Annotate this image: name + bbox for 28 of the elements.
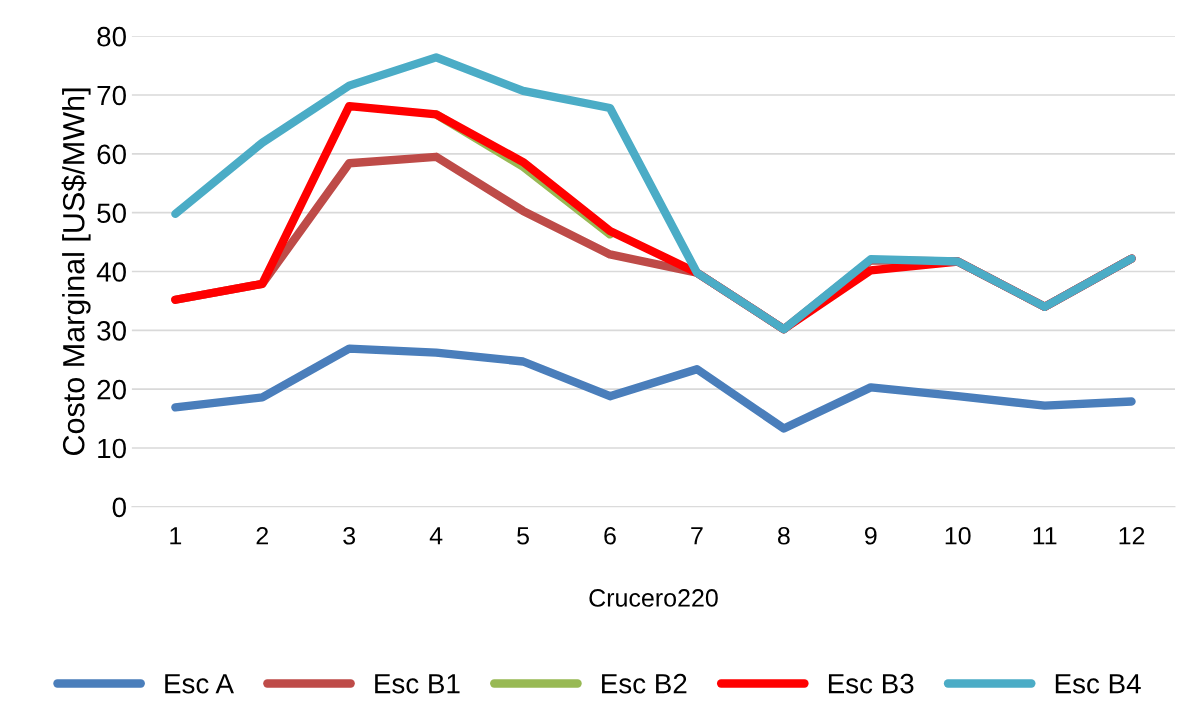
y-tick-label: 20 (97, 379, 126, 400)
legend-label: Esc B3 (828, 673, 914, 694)
legend-label: Esc B4 (1055, 674, 1141, 694)
x-tick-label: 9 (864, 526, 877, 545)
x-tick-label: 3 (343, 526, 356, 545)
x-tick-label: 6 (604, 526, 616, 545)
y-tick-label: 40 (96, 262, 126, 282)
x-tick-label: 11 (1033, 527, 1057, 545)
y-tick-label: 30 (97, 320, 126, 341)
y-tick-label: 0 (112, 497, 126, 518)
y-axis-title: Costo Marginal [US$/MWh] (61, 88, 91, 456)
x-tick-label: 8 (777, 526, 790, 545)
y-tick-label: 50 (97, 203, 126, 224)
y-tick-label: 10 (98, 438, 126, 459)
legend-label: Esc A (165, 674, 234, 694)
y-tick-label: 70 (97, 85, 126, 106)
x-tick-label: 4 (429, 527, 443, 545)
x-tick-label: 12 (1119, 526, 1145, 545)
legend-label: Esc B2 (602, 673, 687, 694)
y-tick-label: 80 (97, 26, 126, 47)
x-tick-label: 1 (170, 527, 182, 545)
legend-label: Esc B1 (375, 674, 460, 694)
x-tick-label: 7 (691, 527, 703, 545)
x-tick-label: 2 (256, 526, 268, 545)
x-tick-label: 5 (517, 527, 529, 545)
x-tick-label: 10 (945, 526, 971, 545)
x-axis-title: Crucero220 (589, 589, 718, 607)
y-tick-label: 60 (97, 144, 126, 165)
